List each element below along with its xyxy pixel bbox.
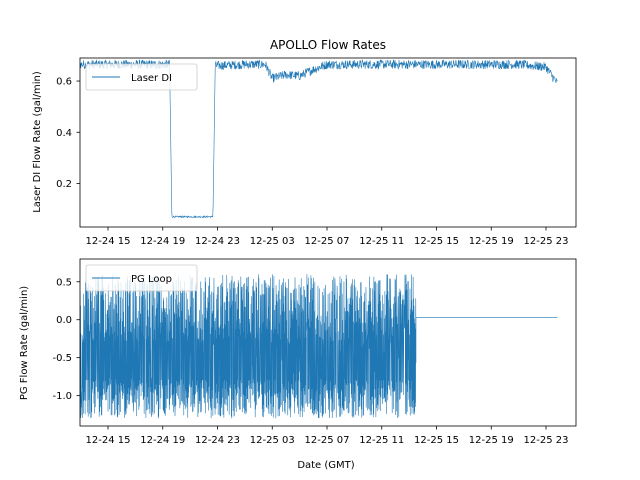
bottom-axes-frame xyxy=(79,258,577,427)
bottom-y-tick-label: -1.0 xyxy=(52,391,72,402)
top-legend: Laser DI xyxy=(85,63,198,91)
pg-loop-series-line xyxy=(80,274,558,419)
bottom-legend-label: PG Loop xyxy=(131,274,172,285)
bottom-x-tick-label: 12-24 19 xyxy=(140,435,185,446)
bottom-x-tick-label: 12-24 23 xyxy=(195,435,240,446)
top-panel: 0.2 0.4 0.6 12-24 15 12-24 19 12-24 23 12-25 … xyxy=(32,57,577,247)
pg-loop-plot-area xyxy=(80,274,558,419)
top-legend-box xyxy=(85,63,198,91)
bottom-x-tick-label: 12-24 15 xyxy=(86,435,131,446)
bottom-x-tick-label: 12-25 03 xyxy=(250,435,295,446)
top-x-tick-label: 12-25 11 xyxy=(359,236,404,247)
top-x-tick-label: 12-25 07 xyxy=(305,236,350,247)
bottom-x-axis-label: Date (GMT) xyxy=(297,460,354,471)
top-x-tick-label: 12-24 23 xyxy=(195,236,240,247)
bottom-x-tick-label: 12-25 15 xyxy=(414,435,459,446)
top-x-tick-label: 12-25 23 xyxy=(524,236,569,247)
laser-di-plot-area xyxy=(80,59,558,219)
bottom-panel: -1.0-0.50.00.5 12-24 15 12-24 19 12-24 23 1… xyxy=(19,258,577,471)
bottom-legend-box xyxy=(85,264,198,292)
top-x-tick-label: 12-24 15 xyxy=(86,236,131,247)
bottom-x-tick-label: 12-25 19 xyxy=(469,435,514,446)
bottom-legend: PG Loop xyxy=(85,264,198,292)
top-y-tick-label: 0.6 xyxy=(56,77,72,88)
top-x-tick-label: 12-25 03 xyxy=(250,236,295,247)
top-legend-label: Laser DI xyxy=(131,73,172,84)
bottom-x-tick-label: 12-25 07 xyxy=(305,435,350,446)
top-x-tick-label: 12-25 19 xyxy=(469,236,514,247)
top-x-tick-label: 12-25 15 xyxy=(414,236,459,247)
bottom-y-tick-label: 0.0 xyxy=(56,315,72,326)
bottom-x-axis: 12-24 15 12-24 19 12-24 23 12-25 03 12-25 07… xyxy=(86,426,569,446)
top-y-tick-label: 0.4 xyxy=(56,128,72,139)
top-axes-frame xyxy=(79,57,577,228)
top-y-axis-label: Laser DI Flow Rate (gal/min) xyxy=(32,71,43,213)
bottom-x-tick-label: 12-25 11 xyxy=(359,435,404,446)
top-y-tick-label: 0.2 xyxy=(56,179,72,190)
bottom-y-axis-label: PG Flow Rate (gal/min) xyxy=(19,286,30,400)
bottom-y-axis: -1.0 -0.5 0.0 0.5 xyxy=(52,277,80,402)
top-y-axis: 0.2 0.4 0.6 xyxy=(56,77,80,190)
bottom-y-tick-label: 0.5 xyxy=(56,277,72,288)
chart-title: APOLLO Flow Rates xyxy=(270,38,386,52)
bottom-y-tick-label: -0.5 xyxy=(52,353,72,364)
bottom-x-tick-label: 12-25 23 xyxy=(524,435,569,446)
laser-di-series-line xyxy=(80,59,558,219)
top-x-tick-label: 12-24 19 xyxy=(140,236,185,247)
top-x-axis: 12-24 15 12-24 19 12-24 23 12-25 03 12-25 07… xyxy=(86,227,569,247)
